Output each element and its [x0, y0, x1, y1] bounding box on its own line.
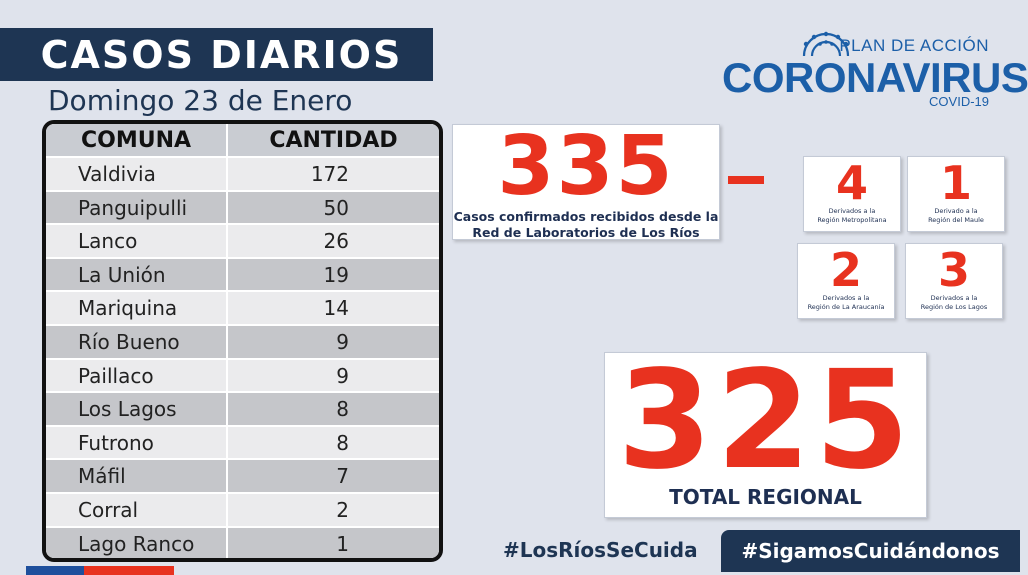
comuna-cell: Lanco	[46, 225, 228, 257]
derived-number: 1	[939, 156, 972, 210]
cantidad-cell: 2	[336, 497, 349, 522]
table-row: Lago Ranco 1	[46, 527, 439, 558]
column-header-cantidad: CANTIDAD	[269, 128, 398, 153]
table-header: COMUNA CANTIDAD	[46, 124, 439, 158]
derived-caption-line1: Derivados a la	[828, 207, 876, 215]
table-row: Lanco 26	[46, 225, 439, 259]
cases-by-comuna-table: COMUNA CANTIDAD Valdivia 172 Panguipulli 5…	[42, 120, 443, 562]
comuna-cell: Corral	[46, 493, 228, 526]
comuna-cell: Lago Ranco	[46, 527, 228, 558]
derived-number: 3	[937, 243, 970, 297]
derived-metropolitana-card: 4 Derivados a la Región Metropolitana	[803, 156, 901, 232]
derived-caption-line1: Derivados a la	[930, 294, 978, 302]
table-row: Panguipulli 50	[46, 191, 439, 226]
derived-number: 4	[835, 156, 868, 210]
table-row: Mariquina 14	[46, 292, 439, 326]
table-row: Futrono 8	[46, 426, 439, 461]
confirmed-caption-line2: Red de Laboratorios de Los Ríos	[472, 225, 700, 240]
virus-arc-icon	[802, 31, 850, 56]
confirmed-cases-number: 335	[497, 119, 675, 214]
cantidad-cell: 8	[336, 430, 349, 455]
comuna-cell: Valdivia	[46, 158, 228, 190]
confirmed-caption-line1: Casos confirmados recibidos desde la	[453, 209, 719, 224]
flag-stripe-blue	[26, 566, 84, 575]
derived-araucania-card: 2 Derivados a la Región de La Araucanía	[797, 243, 895, 319]
derived-caption-line1: Derivado a la	[934, 207, 978, 215]
column-header-comuna: COMUNA	[46, 124, 228, 156]
table-row: Paillaco 9	[46, 359, 439, 394]
comuna-cell: Máfil	[46, 460, 228, 492]
comuna-cell: Los Lagos	[46, 393, 228, 425]
comuna-cell: La Unión	[46, 258, 228, 291]
table-row: La Unión 19	[46, 258, 439, 293]
logo-main-text: CORONAVIRUS	[722, 54, 1028, 101]
table-body: Valdivia 172 Panguipulli 50 Lanco 26 La Uni…	[46, 158, 439, 558]
coronavirus-logo: PLAN DE ACCIÓN CORONAVIRUS COVID-19	[720, 24, 1028, 114]
comuna-cell: Mariquina	[46, 292, 228, 324]
total-regional-card: 325 TOTAL REGIONAL	[604, 352, 927, 518]
logo-covid-text: COVID-19	[929, 94, 989, 109]
derived-caption-line2: Región Metropolitana	[817, 216, 887, 224]
cantidad-cell: 26	[323, 229, 349, 254]
hashtag-sigamos: #SigamosCuidándonos	[721, 530, 1020, 572]
cantidad-cell: 9	[336, 329, 349, 354]
comuna-cell: Río Bueno	[46, 325, 228, 358]
cantidad-cell: 14	[323, 296, 349, 321]
cantidad-cell: 50	[323, 195, 349, 220]
cantidad-cell: 19	[323, 262, 349, 287]
comuna-cell: Paillaco	[46, 359, 228, 392]
derived-maule-card: 1 Derivado a la Región del Maule	[907, 156, 1005, 232]
comuna-cell: Futrono	[46, 426, 228, 459]
flag-stripe-red	[84, 566, 174, 575]
derived-number: 2	[829, 243, 862, 297]
table-row: Corral 2	[46, 493, 439, 528]
cantidad-cell: 1	[336, 531, 349, 556]
derived-caption-line2: Región de Los Lagos	[920, 303, 988, 311]
table-row: Máfil 7	[46, 460, 439, 494]
cantidad-cell: 172	[310, 162, 349, 186]
derived-caption-line1: Derivados a la	[822, 294, 870, 302]
logo-plan-text: PLAN DE ACCIÓN	[839, 36, 989, 55]
derived-los-lagos-card: 3 Derivados a la Región de Los Lagos	[905, 243, 1003, 319]
minus-sign	[728, 176, 764, 184]
comuna-cell: Panguipulli	[46, 191, 228, 224]
total-regional-label: TOTAL REGIONAL	[669, 485, 862, 509]
total-regional-number: 325	[617, 342, 914, 500]
cantidad-cell: 9	[336, 363, 349, 388]
date-subtitle: Domingo 23 de Enero	[48, 84, 353, 117]
confirmed-cases-card: 335 Casos confirmados recibidos desde la…	[452, 124, 720, 240]
table-row: Los Lagos 8	[46, 393, 439, 427]
table-row: Río Bueno 9	[46, 325, 439, 360]
hashtag-los-rios: #LosRíosSeCuida	[503, 538, 698, 562]
page-title: CASOS DIARIOS	[0, 28, 433, 81]
cantidad-cell: 8	[336, 397, 349, 422]
derived-caption-line2: Región del Maule	[928, 216, 984, 224]
cantidad-cell: 7	[336, 464, 349, 489]
table-row: Valdivia 172	[46, 158, 439, 192]
derived-caption-line2: Región de La Araucanía	[807, 303, 885, 311]
